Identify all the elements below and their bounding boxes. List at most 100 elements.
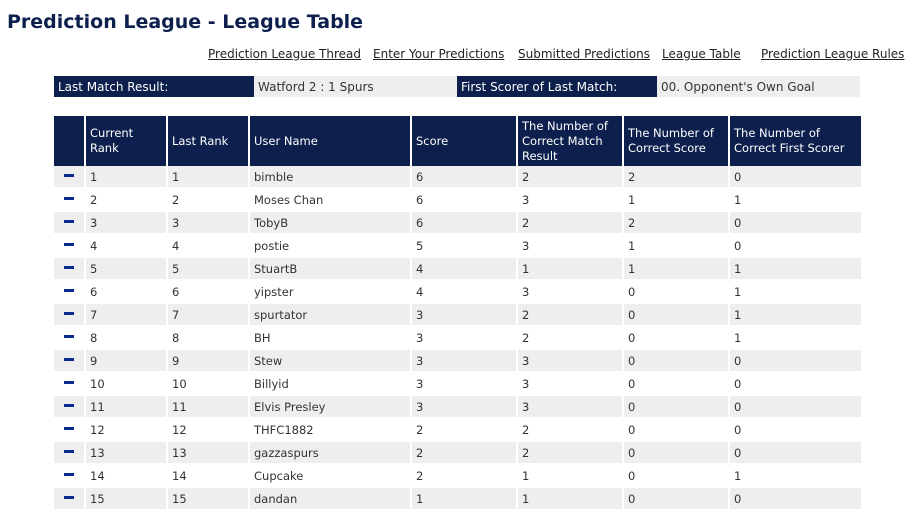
page-title: Prediction League - League Table — [7, 11, 364, 33]
cell-last-rank: 13 — [168, 440, 250, 463]
cell-correct-score: 0 — [624, 348, 730, 371]
cell-correct-score: 0 — [624, 279, 730, 302]
column-header-movement — [54, 116, 86, 166]
dash-icon — [64, 265, 74, 269]
cell-correct-match-result: 2 — [518, 440, 624, 463]
cell-correct-first-scorer: 0 — [730, 371, 861, 394]
table-row: 14 14 Cupcake 2 1 0 1 — [54, 463, 861, 486]
table-row: 5 5 StuartB 4 1 1 1 — [54, 256, 861, 279]
table-row: 9 9 Stew 3 3 0 0 — [54, 348, 861, 371]
cell-correct-match-result: 3 — [518, 279, 624, 302]
cell-movement — [54, 371, 86, 394]
first-scorer-label: First Scorer of Last Match: — [457, 76, 657, 97]
table-row: 10 10 Billyid 3 3 0 0 — [54, 371, 861, 394]
table-row: 15 15 dandan 1 1 0 0 — [54, 486, 861, 509]
cell-movement — [54, 233, 86, 256]
cell-score: 5 — [412, 233, 518, 256]
nav-links: Prediction League Thread Enter Your Pred… — [0, 47, 912, 63]
cell-correct-first-scorer: 1 — [730, 256, 861, 279]
cell-current-rank: 4 — [86, 233, 168, 256]
cell-correct-first-scorer: 0 — [730, 166, 861, 187]
cell-last-rank: 14 — [168, 463, 250, 486]
cell-correct-first-scorer: 0 — [730, 394, 861, 417]
nav-link-submitted-predictions[interactable]: Submitted Predictions — [518, 47, 650, 61]
cell-last-rank: 5 — [168, 256, 250, 279]
table-row: 6 6 yipster 4 3 0 1 — [54, 279, 861, 302]
cell-last-rank: 10 — [168, 371, 250, 394]
cell-score: 2 — [412, 463, 518, 486]
cell-correct-score: 0 — [624, 417, 730, 440]
cell-user-name: gazzaspurs — [250, 440, 412, 463]
nav-link-prediction-league-thread[interactable]: Prediction League Thread — [208, 47, 362, 61]
cell-last-rank: 15 — [168, 486, 250, 509]
cell-current-rank: 3 — [86, 210, 168, 233]
cell-correct-match-result: 1 — [518, 256, 624, 279]
cell-correct-match-result: 2 — [518, 166, 624, 187]
cell-current-rank: 14 — [86, 463, 168, 486]
cell-correct-match-result: 3 — [518, 233, 624, 256]
column-header-score: Score — [412, 116, 518, 166]
table-row: 1 1 bimble 6 2 2 0 — [54, 166, 861, 187]
cell-correct-score: 1 — [624, 256, 730, 279]
cell-correct-match-result: 2 — [518, 417, 624, 440]
cell-current-rank: 8 — [86, 325, 168, 348]
cell-user-name: bimble — [250, 166, 412, 187]
cell-correct-match-result: 2 — [518, 210, 624, 233]
table-row: 3 3 TobyB 6 2 2 0 — [54, 210, 861, 233]
dash-icon — [64, 380, 74, 384]
nav-link-prediction-league-rules[interactable]: Prediction League Rules — [761, 47, 905, 61]
cell-last-rank: 7 — [168, 302, 250, 325]
cell-correct-score: 0 — [624, 325, 730, 348]
cell-last-rank: 9 — [168, 348, 250, 371]
cell-correct-score: 2 — [624, 166, 730, 187]
last-match-result-label: Last Match Result: — [54, 76, 254, 97]
cell-correct-match-result: 3 — [518, 394, 624, 417]
cell-correct-match-result: 1 — [518, 486, 624, 509]
cell-correct-score: 1 — [624, 187, 730, 210]
cell-correct-match-result: 3 — [518, 187, 624, 210]
cell-correct-match-result: 2 — [518, 325, 624, 348]
cell-user-name: Stew — [250, 348, 412, 371]
last-match-result-value: Watford 2 : 1 Spurs — [254, 76, 457, 97]
cell-movement — [54, 302, 86, 325]
first-scorer-value: 00. Opponent's Own Goal — [657, 76, 860, 97]
cell-movement — [54, 463, 86, 486]
cell-last-rank: 6 — [168, 279, 250, 302]
cell-current-rank: 2 — [86, 187, 168, 210]
cell-correct-first-scorer: 0 — [730, 348, 861, 371]
cell-correct-first-scorer: 1 — [730, 302, 861, 325]
league-table-body: 1 1 bimble 6 2 2 0 2 2 Moses Chan 6 3 1 1 3 3 TobyB 6 2 2 0 4… — [54, 166, 861, 509]
cell-user-name: Elvis Presley — [250, 394, 412, 417]
cell-correct-score: 0 — [624, 463, 730, 486]
dash-icon — [64, 242, 74, 246]
cell-correct-score: 0 — [624, 394, 730, 417]
cell-user-name: BH — [250, 325, 412, 348]
cell-correct-score: 1 — [624, 233, 730, 256]
cell-last-rank: 3 — [168, 210, 250, 233]
cell-correct-first-scorer: 0 — [730, 233, 861, 256]
cell-last-rank: 12 — [168, 417, 250, 440]
cell-correct-score: 2 — [624, 210, 730, 233]
cell-movement — [54, 256, 86, 279]
cell-user-name: postie — [250, 233, 412, 256]
cell-correct-first-scorer: 0 — [730, 486, 861, 509]
cell-movement — [54, 210, 86, 233]
dash-icon — [64, 472, 74, 476]
league-table: Current Rank Last Rank User Name Score T… — [54, 116, 861, 509]
cell-movement — [54, 394, 86, 417]
cell-current-rank: 7 — [86, 302, 168, 325]
cell-user-name: dandan — [250, 486, 412, 509]
cell-current-rank: 1 — [86, 166, 168, 187]
dash-icon — [64, 219, 74, 223]
nav-link-league-table[interactable]: League Table — [662, 47, 741, 61]
cell-user-name: Billyid — [250, 371, 412, 394]
cell-user-name: spurtator — [250, 302, 412, 325]
dash-icon — [64, 495, 74, 499]
cell-correct-match-result: 3 — [518, 371, 624, 394]
nav-link-enter-your-predictions[interactable]: Enter Your Predictions — [373, 47, 505, 61]
cell-score: 3 — [412, 348, 518, 371]
table-row: 7 7 spurtator 3 2 0 1 — [54, 302, 861, 325]
table-row: 13 13 gazzaspurs 2 2 0 0 — [54, 440, 861, 463]
cell-score: 4 — [412, 256, 518, 279]
cell-score: 6 — [412, 210, 518, 233]
